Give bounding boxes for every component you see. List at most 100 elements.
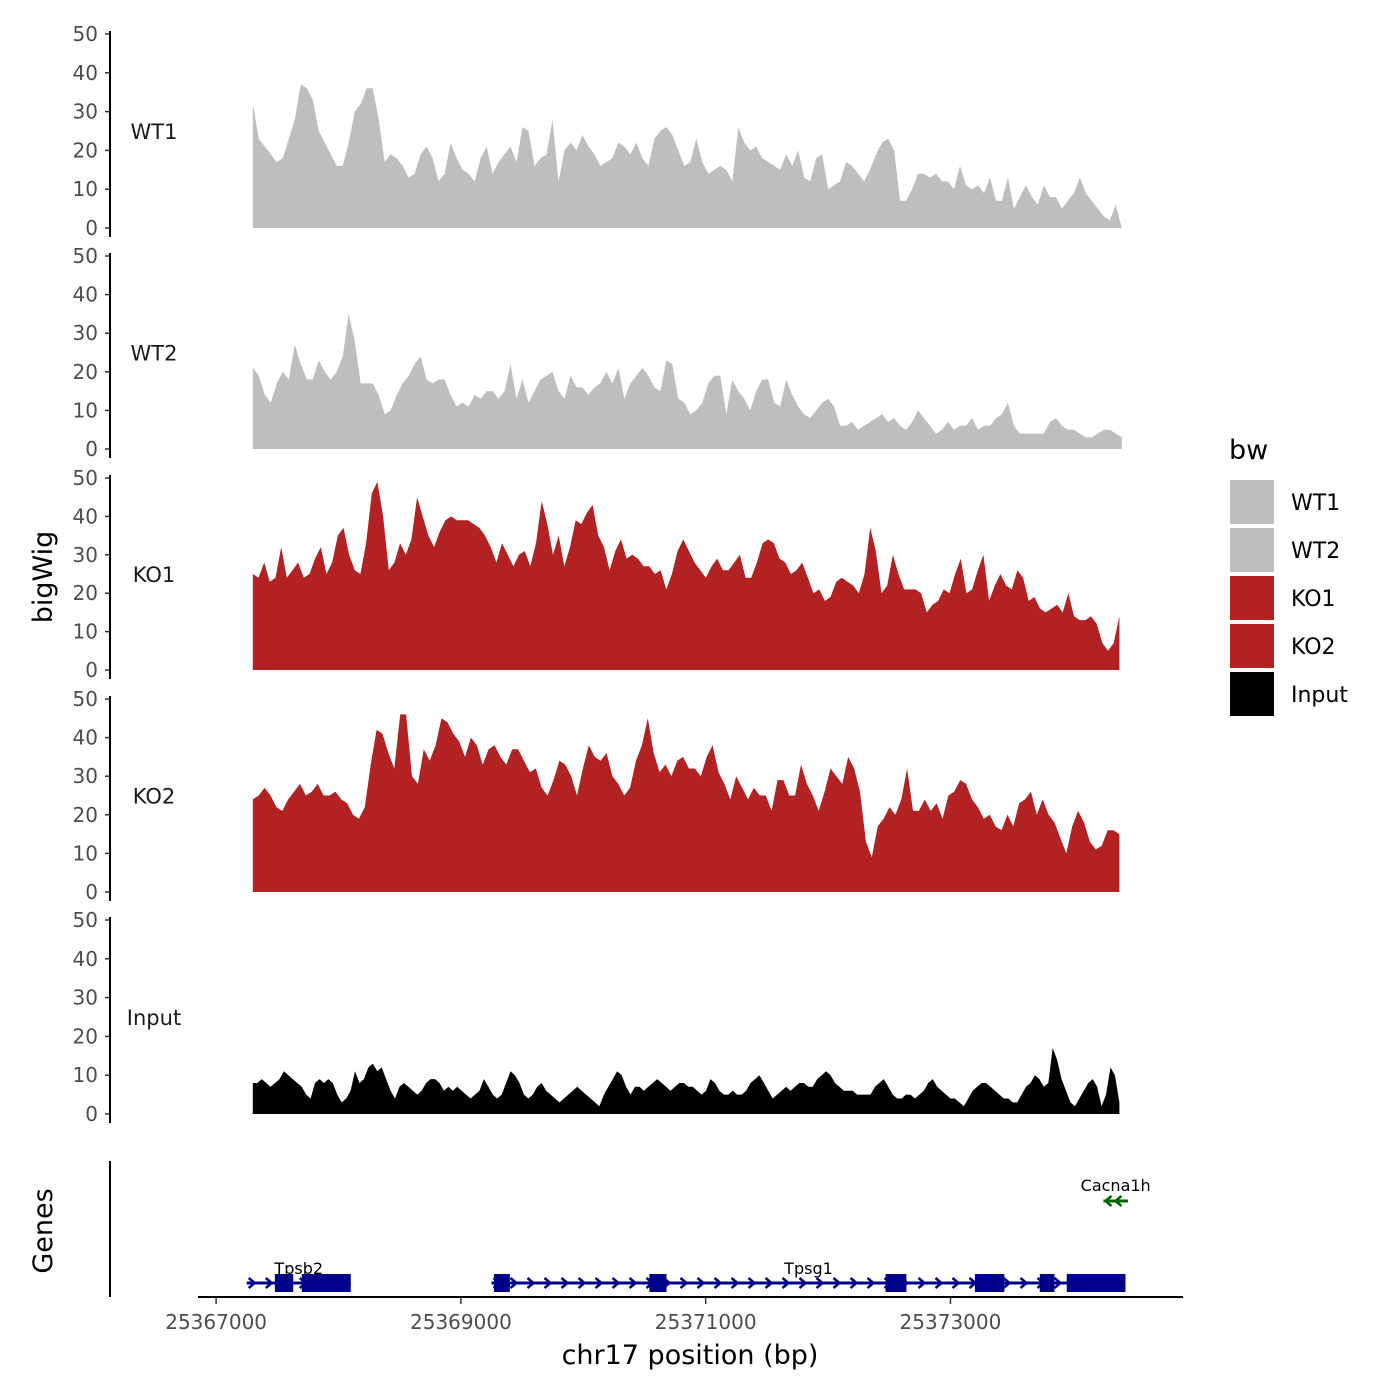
exon xyxy=(493,1274,510,1292)
y-tick-label: 30 xyxy=(73,321,98,345)
strand-arrow xyxy=(611,1277,621,1289)
strand-arrow xyxy=(866,1277,876,1289)
exon xyxy=(301,1274,351,1292)
gene-label: Cacna1h xyxy=(1081,1176,1151,1195)
legend-key-ko1 xyxy=(1230,576,1274,620)
strand-arrow xyxy=(577,1277,587,1289)
y-tick-label: 20 xyxy=(73,138,98,162)
track-ko1: 0 10 20 30 40 50 KO1 xyxy=(73,466,1120,682)
track-wt2: 0 10 20 30 40 50 WT2 xyxy=(73,244,1122,461)
exon xyxy=(1066,1274,1126,1292)
gene-label: Tpsb2 xyxy=(273,1259,323,1278)
legend-label: KO2 xyxy=(1291,635,1336,660)
track-wt1: 0 10 20 30 40 50 WT1 xyxy=(73,22,1122,240)
y-tick-label: 50 xyxy=(73,908,98,932)
strand-arrow xyxy=(781,1277,791,1289)
strand-arrow xyxy=(696,1277,706,1289)
y-tick-label: 20 xyxy=(73,1024,98,1048)
y-tick-label: 30 xyxy=(73,543,98,567)
y-tick-label: 10 xyxy=(73,620,98,644)
strand-arrow xyxy=(832,1277,842,1289)
strand-arrow xyxy=(509,1277,519,1289)
strand-arrow xyxy=(730,1277,740,1289)
legend-label: KO1 xyxy=(1291,587,1336,612)
area-wt2 xyxy=(252,313,1122,449)
strand-arrow xyxy=(1053,1277,1063,1289)
strand-arrow xyxy=(1113,1195,1123,1207)
y-tick-label: 10 xyxy=(73,841,98,865)
strand-arrow xyxy=(247,1277,257,1289)
track-label: Input xyxy=(127,1006,181,1030)
gene-panel: 25367000 25369000 25371000 25373000 Tpsb2 Tps… xyxy=(109,1161,1183,1334)
legend-key-wt2 xyxy=(1230,528,1274,572)
strand-arrow xyxy=(1019,1277,1029,1289)
gene-tpsb2: Tpsb2 xyxy=(246,1259,351,1292)
x-tick-label: 25367000 xyxy=(165,1310,267,1334)
strand-arrow xyxy=(1002,1277,1012,1289)
area-ko1 xyxy=(252,481,1120,670)
strand-arrow xyxy=(934,1277,944,1289)
strand-arrow xyxy=(815,1277,825,1289)
y-tick-label: 0 xyxy=(85,437,98,461)
legend-label: Input xyxy=(1291,683,1348,708)
strand-arrow xyxy=(560,1277,570,1289)
y-tick-label: 30 xyxy=(73,764,98,788)
coverage-tracks: 0 10 20 30 40 50 WT1 0 10 20 30 40 50 WT2 0 10 20 30 40 50 K… xyxy=(73,22,1122,1126)
strand-arrow xyxy=(917,1277,927,1289)
area-input xyxy=(252,1048,1120,1114)
y-tick-label: 10 xyxy=(73,1063,98,1087)
x-tick-label: 25371000 xyxy=(655,1310,757,1334)
legend-title: bw xyxy=(1229,435,1268,466)
track-label: WT2 xyxy=(131,342,178,366)
strand-arrow xyxy=(679,1277,689,1289)
x-tick-label: 25369000 xyxy=(410,1310,512,1334)
y-tick-label: 50 xyxy=(73,244,98,268)
y-tick-label: 0 xyxy=(85,880,98,904)
y-tick-label: 20 xyxy=(73,581,98,605)
y-tick-label: 40 xyxy=(73,61,98,85)
strand-arrow xyxy=(594,1277,604,1289)
y-tick-label: 50 xyxy=(73,466,98,490)
strand-arrow xyxy=(764,1277,774,1289)
gene-label: Tpsg1 xyxy=(783,1259,833,1278)
y-tick-label: 20 xyxy=(73,360,98,384)
strand-arrow xyxy=(849,1277,859,1289)
exon xyxy=(885,1274,907,1292)
exon xyxy=(1039,1274,1055,1292)
legend-key-input xyxy=(1230,672,1274,716)
exon xyxy=(974,1274,1005,1292)
y-tick-label: 0 xyxy=(85,658,98,682)
track-ko2: 0 10 20 30 40 50 KO2 xyxy=(73,687,1120,904)
strand-arrow xyxy=(713,1277,723,1289)
strand-arrow xyxy=(264,1277,274,1289)
legend-key-ko2 xyxy=(1230,624,1274,668)
strand-arrow xyxy=(798,1277,808,1289)
y-axis-title: bigWig xyxy=(28,531,59,624)
x-tick-label: 25373000 xyxy=(900,1310,1002,1334)
y-tick-label: 40 xyxy=(73,283,98,307)
track-label: KO1 xyxy=(133,563,176,587)
y-tick-label: 0 xyxy=(85,1102,98,1126)
strand-arrow xyxy=(628,1277,638,1289)
genes-axis-title: Genes xyxy=(28,1188,59,1273)
strand-arrow xyxy=(1103,1195,1113,1207)
track-input: 0 10 20 30 40 50 Input xyxy=(73,908,1120,1126)
strand-arrow xyxy=(951,1277,961,1289)
gene-cacna1h: Cacna1h xyxy=(1081,1176,1151,1207)
legend-label: WT1 xyxy=(1291,491,1340,516)
y-tick-label: 50 xyxy=(73,22,98,46)
exon xyxy=(649,1274,667,1292)
area-ko2 xyxy=(252,714,1120,892)
y-tick-label: 40 xyxy=(73,504,98,528)
y-tick-label: 10 xyxy=(73,398,98,422)
legend: bw WT1 WT2 KO1 KO2 Input xyxy=(1229,435,1348,716)
track-label: KO2 xyxy=(133,785,176,809)
y-tick-label: 10 xyxy=(73,177,98,201)
y-tick-label: 30 xyxy=(73,100,98,124)
strand-arrow xyxy=(543,1277,553,1289)
x-axis-title: chr17 position (bp) xyxy=(562,1340,819,1371)
legend-label: WT2 xyxy=(1291,539,1340,564)
area-wt1 xyxy=(252,84,1122,229)
y-tick-label: 20 xyxy=(73,803,98,827)
